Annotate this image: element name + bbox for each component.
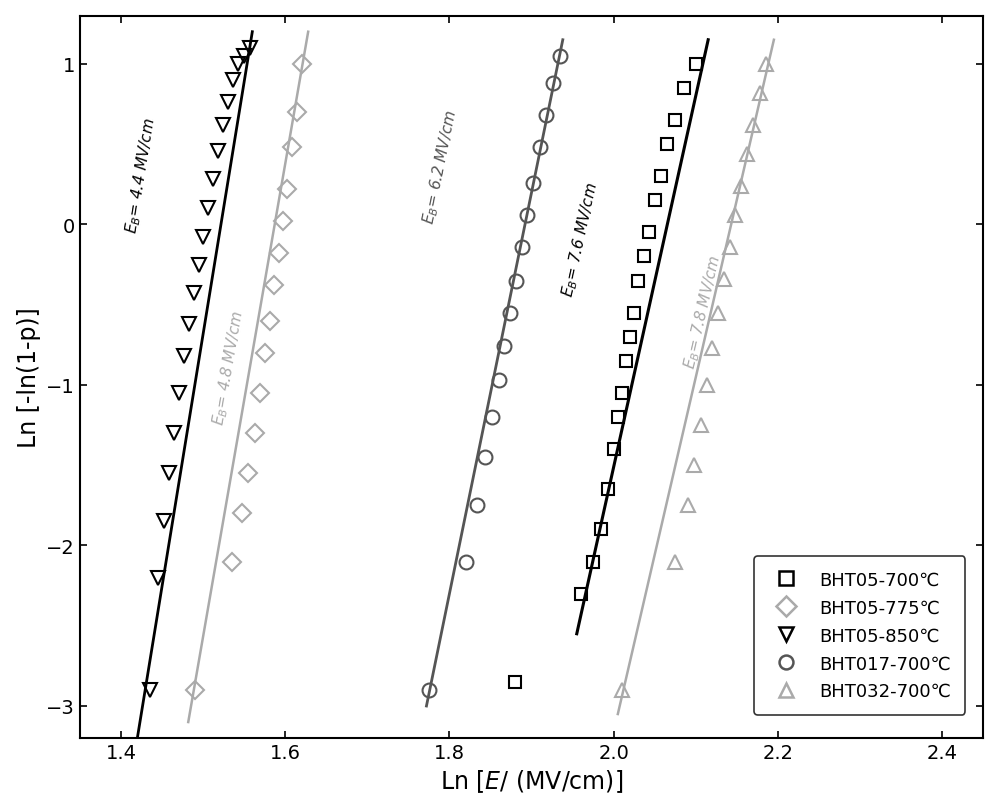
Text: $E_B$= 7.8 MV/cm: $E_B$= 7.8 MV/cm [681, 252, 725, 370]
Text: $E_B$= 4.4 MV/cm: $E_B$= 4.4 MV/cm [123, 116, 160, 234]
Y-axis label: Ln [-ln(1-p)]: Ln [-ln(1-p)] [17, 307, 41, 448]
Text: $E_B$= 4.8 MV/cm: $E_B$= 4.8 MV/cm [210, 309, 248, 427]
Text: $E_B$= 7.6 MV/cm: $E_B$= 7.6 MV/cm [558, 180, 602, 298]
X-axis label: Ln [$E$/ (MV/cm)]: Ln [$E$/ (MV/cm)] [440, 767, 623, 794]
Text: $E_B$= 6.2 MV/cm: $E_B$= 6.2 MV/cm [420, 108, 461, 226]
Legend: BHT05-700℃, BHT05-775℃, BHT05-850℃, BHT017-700℃, BHT032-700℃: BHT05-700℃, BHT05-775℃, BHT05-850℃, BHT0… [754, 556, 965, 714]
